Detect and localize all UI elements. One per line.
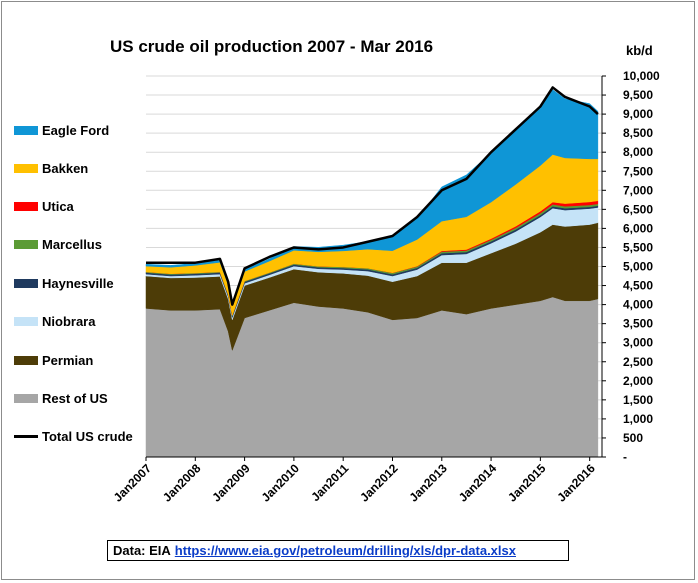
legend-label: Total US crude	[42, 428, 133, 444]
y-tick-label: 6,500	[623, 202, 653, 216]
y-tick-label: 10,000	[623, 69, 660, 83]
legend-item: Permian	[14, 352, 93, 368]
x-tick-label: Jan2016	[554, 461, 598, 505]
y-tick-label: 2,000	[623, 374, 653, 388]
y-tick-label: 4,500	[623, 279, 653, 293]
legend-item: Utica	[14, 198, 74, 214]
y-tick-label: 500	[623, 431, 643, 445]
legend-label: Haynesville	[42, 275, 114, 291]
chart-title: US crude oil production 2007 - Mar 2016	[110, 37, 434, 56]
legend-swatch	[14, 316, 38, 326]
legend-item: Total US crude	[14, 428, 133, 444]
y-tick-label: -	[623, 450, 627, 464]
legend-swatch	[14, 278, 38, 288]
legend-swatch	[14, 393, 38, 403]
y-tick-label: 7,000	[623, 183, 653, 197]
legend-label: Marcellus	[42, 236, 102, 252]
legend-line-swatch	[14, 434, 38, 438]
legend-item: Niobrara	[14, 313, 95, 329]
x-tick-label: Jan2008	[160, 461, 204, 505]
x-tick-label: Jan2012	[357, 461, 401, 505]
legend-label: Eagle Ford	[42, 122, 110, 138]
y-tick-label: 3,500	[623, 317, 653, 331]
x-tick-label: Jan2011	[308, 461, 351, 504]
y-axis: - 500 1,000 1,500 2,000 2,500 3,000 3,500 4,000 4…	[601, 69, 660, 464]
total-line-group	[146, 86, 599, 306]
y-tick-label: 3,000	[623, 336, 653, 350]
legend-item: Rest of US	[14, 390, 108, 406]
y-tick-label: 7,500	[623, 164, 653, 178]
x-axis: Jan2007 Jan2008 Jan2009 Jan2010 Jan2011 Jan20…	[111, 456, 602, 505]
stacked-areas	[145, 89, 599, 458]
y-tick-label: 1,500	[623, 393, 653, 407]
data-source-box: Data: EIA https://www.eia.gov/petroleum/…	[107, 540, 569, 561]
legend-swatch	[14, 125, 38, 135]
x-tick-label: Jan2007	[111, 461, 155, 505]
area-eagle-ford	[145, 89, 599, 307]
legend-label: Niobrara	[42, 313, 96, 329]
y-tick-label: 5,000	[623, 260, 653, 274]
legend-item: Haynesville	[14, 275, 114, 291]
legend-swatch	[14, 355, 38, 365]
legend-label: Utica	[42, 198, 74, 214]
legend-label: Permian	[42, 352, 94, 368]
y-tick-label: 6,000	[623, 221, 653, 235]
legend-item: Marcellus	[14, 236, 102, 252]
legend-swatch	[14, 163, 38, 173]
x-tick-label: Jan2015	[505, 461, 549, 505]
x-tick-label: Jan2009	[209, 461, 253, 505]
legend-item: Eagle Ford	[14, 122, 109, 138]
source-prefix: Data: EIA	[113, 543, 171, 558]
x-tick-label: Jan2010	[259, 461, 303, 505]
y-tick-label: 8,500	[623, 126, 653, 140]
y-axis-unit-label: kb/d	[626, 43, 653, 58]
y-tick-label: 9,500	[623, 88, 653, 102]
legend-label: Bakken	[42, 160, 89, 176]
y-tick-label: 9,000	[623, 107, 653, 121]
y-tick-label: 8,000	[623, 145, 653, 159]
legend-item: Bakken	[14, 160, 88, 176]
legend-label: Rest of US	[42, 390, 108, 406]
source-link[interactable]: https://www.eia.gov/petroleum/drilling/x…	[174, 543, 516, 558]
legend-swatch	[14, 201, 38, 211]
y-tick-label: 1,000	[623, 412, 653, 426]
total-us-crude-line	[146, 86, 599, 306]
y-tick-label: 4,000	[623, 298, 653, 312]
x-tick-label: Jan2014	[456, 461, 500, 505]
legend-swatch	[14, 239, 38, 249]
area-rest-of-us	[145, 296, 599, 458]
x-tick-label: Jan2013	[407, 461, 451, 505]
y-tick-label: 5,500	[623, 240, 653, 254]
y-tick-label: 2,500	[623, 355, 653, 369]
